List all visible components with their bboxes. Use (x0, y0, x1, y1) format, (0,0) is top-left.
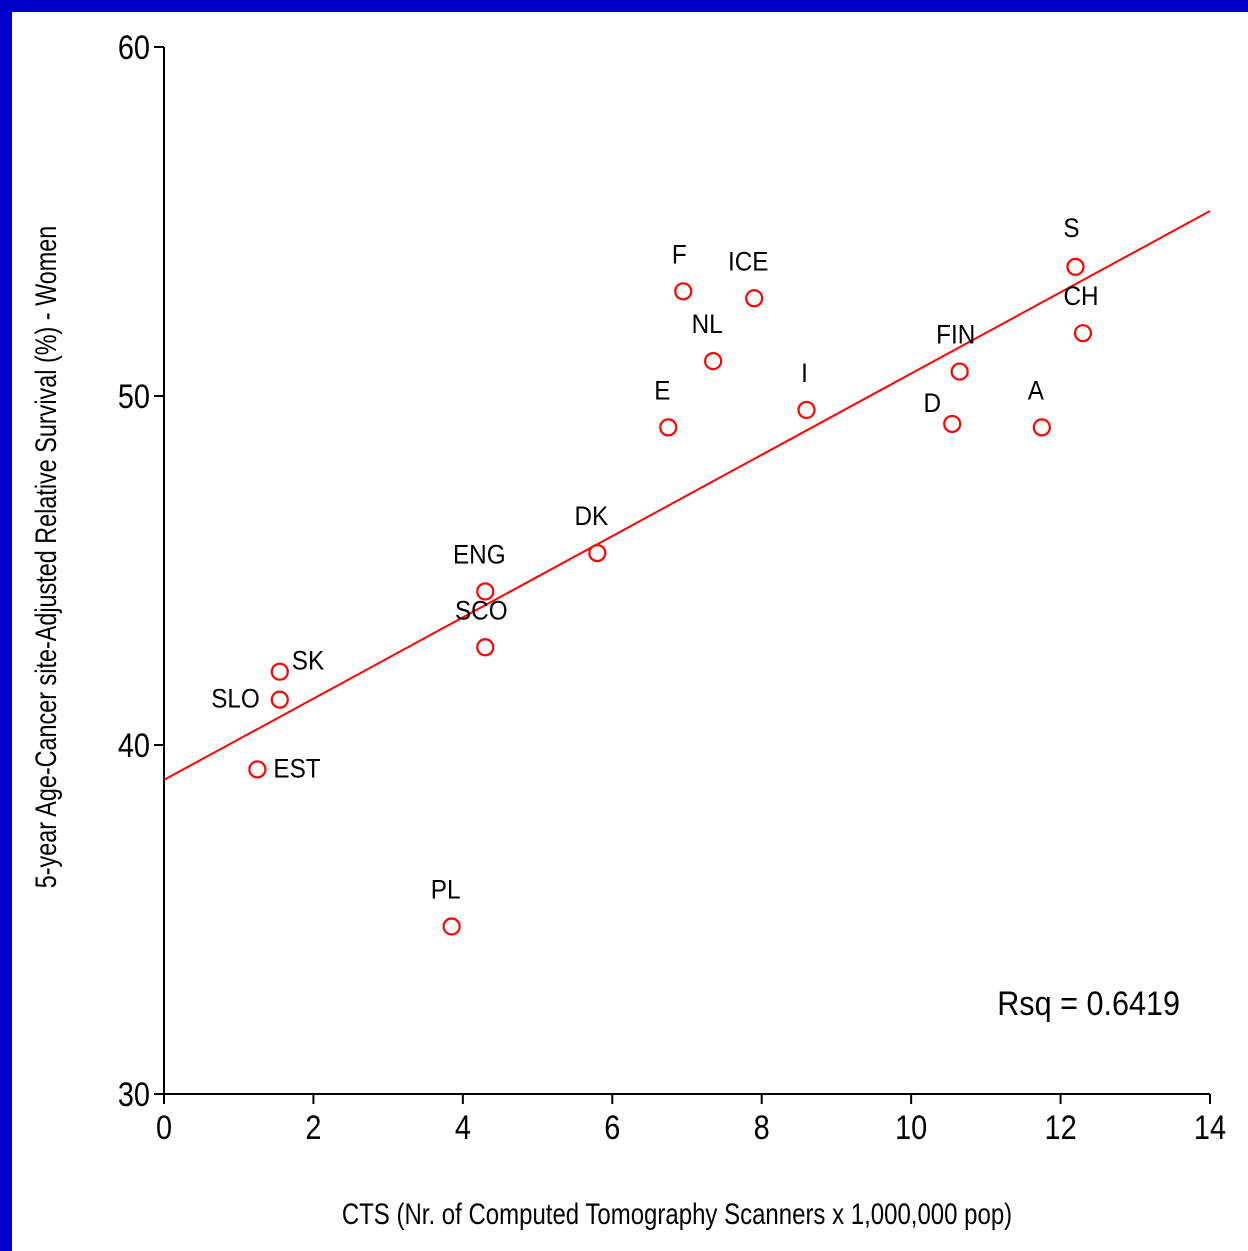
point-label: NL (692, 310, 723, 339)
x-tick-label: 10 (895, 1108, 927, 1147)
data-point (950, 362, 969, 381)
data-point (797, 400, 816, 420)
point-label: E (654, 376, 670, 405)
x-tick-label: 2 (305, 1108, 321, 1147)
point-label: A (1028, 376, 1045, 405)
data-point (442, 917, 461, 936)
x-tick-label: 12 (1045, 1108, 1077, 1147)
fit-line-group (163, 210, 1211, 781)
chart-panel: 30 40 50 60 0 2 4 6 8 10 12 14 S CH F ICE NL FIN I E D A DK EN… (12, 12, 1248, 1251)
data-point (704, 352, 723, 371)
data-point (674, 282, 693, 301)
y-axis-label: 5-year Age-Cancer site-Adjusted Relative… (29, 226, 62, 889)
data-point (1073, 324, 1093, 343)
point-label: D (923, 389, 941, 418)
scatter-chart: 30 40 50 60 0 2 4 6 8 10 12 14 S CH F ICE NL FIN I E D A DK EN… (29, 28, 1226, 1231)
data-point (270, 690, 289, 709)
data-point (476, 582, 495, 601)
data-point (943, 414, 962, 434)
point-label: EST (273, 754, 321, 783)
point-label: SCO (455, 596, 508, 625)
x-tick-label: 0 (156, 1108, 172, 1147)
regression-line (163, 210, 1211, 781)
x-tick-label: 6 (604, 1108, 620, 1147)
data-point (588, 543, 607, 563)
y-tick-label: 30 (118, 1075, 150, 1114)
x-tick-label: 4 (455, 1108, 471, 1147)
y-tick-label: 50 (118, 377, 150, 416)
point-label: F (672, 240, 687, 269)
point-label: SLO (211, 685, 260, 714)
point-label: SK (292, 647, 324, 676)
y-tick-label: 60 (118, 28, 150, 67)
data-point (248, 760, 267, 779)
data-point (270, 662, 289, 681)
data-point (1066, 257, 1085, 276)
data-point (745, 289, 764, 308)
points-group: S CH F ICE NL FIN I E D A DK ENG SCO SK SLO EST PL (211, 214, 1099, 936)
point-label: I (801, 359, 808, 388)
point-label: FIN (936, 320, 975, 349)
rsq-annotation: Rsq = 0.6419 (997, 985, 1180, 1023)
data-point (659, 418, 678, 437)
x-axis-label: CTS (Nr. of Computed Tomography Scanners… (342, 1196, 1012, 1230)
data-point (1032, 418, 1051, 437)
y-tick-label: 40 (118, 726, 150, 765)
point-label: DK (574, 502, 608, 531)
data-point (476, 638, 495, 657)
x-tick-label: 14 (1194, 1108, 1226, 1147)
point-label: S (1063, 214, 1079, 243)
x-tick-label: 8 (754, 1108, 770, 1147)
point-label: ICE (728, 247, 768, 276)
point-label: CH (1063, 282, 1098, 311)
point-label: ENG (453, 540, 506, 569)
axes: 30 40 50 60 0 2 4 6 8 10 12 14 (118, 28, 1226, 1147)
point-label: PL (431, 875, 461, 904)
